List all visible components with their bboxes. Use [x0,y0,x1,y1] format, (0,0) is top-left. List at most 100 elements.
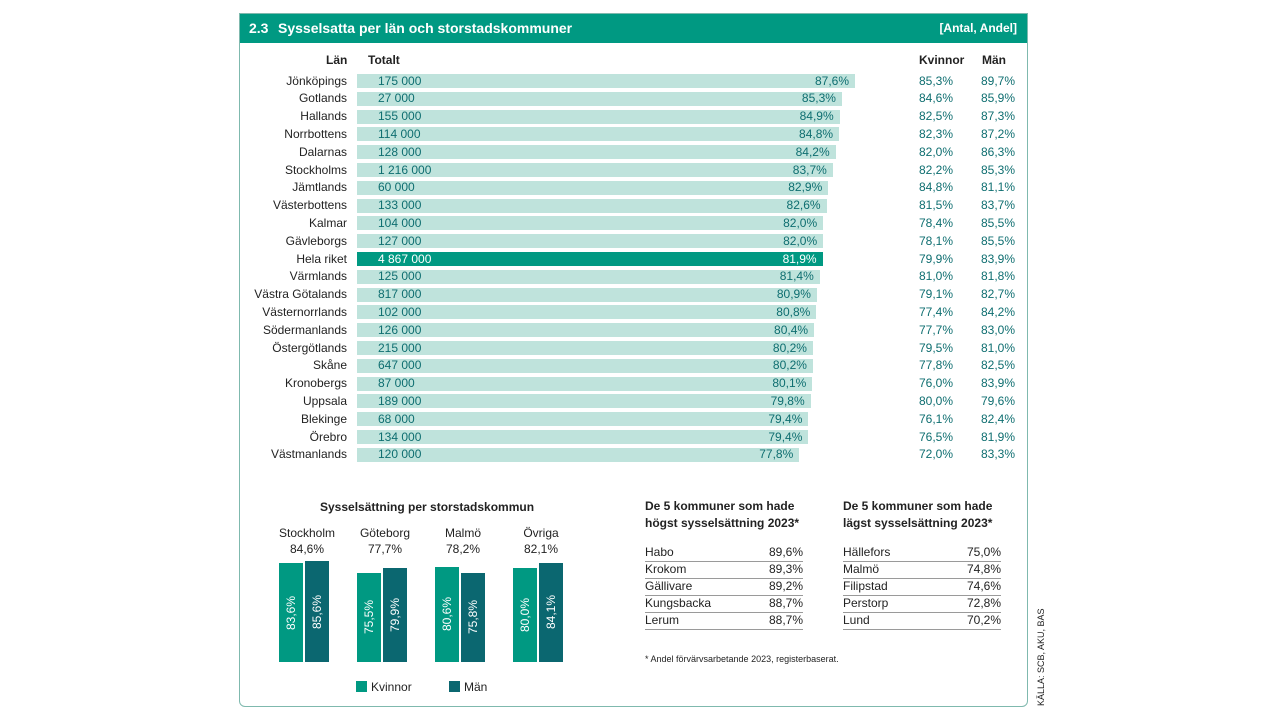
lan-bar-total: 215 000 [378,340,422,355]
city-bar-value-text: 75,5% [362,600,376,635]
lan-label: Skåne [312,358,347,373]
table-row-value: 89,2% [768,579,803,593]
table-row: Gällivare 89,2% [645,578,803,596]
city-bar-value-label: 85,6% [305,561,329,662]
lan-bar-pct-label: 79,8% [770,393,805,408]
lan-bar-total: 87 000 [378,376,415,391]
lan-bar-total: 4 867 000 [378,251,432,266]
lan-bar-pct-label: 80,1% [772,376,807,391]
lan-man-value: 83,9% [981,376,1016,391]
lan-label: Norrbottens [284,126,347,141]
table-row: Malmö 74,8% [843,561,1001,579]
lan-label: Hela riket [296,251,347,266]
table-row-value: 70,2% [966,613,1001,627]
table-row-name: Habo [645,545,674,559]
footnote: * Andel förvärvsarbetande 2023, register… [645,654,839,664]
lan-man-value: 82,5% [981,358,1016,373]
city-bar-value-label: 79,9% [383,568,407,662]
lan-label: Kalmar [308,215,347,230]
lan-man-value: 79,6% [981,393,1016,408]
lan-man-value: 85,3% [981,162,1016,177]
lan-bar-pct-label: 83,7% [792,162,827,177]
lan-label: Jönköpings [286,73,347,88]
lan-label: Gävleborgs [285,233,347,248]
lan-man-value: 89,7% [981,73,1016,88]
lan-bar-total: 127 000 [378,233,422,248]
city-bar-kvinnor: 75,5% [357,572,381,662]
legend-label-man: Män [464,680,488,694]
lan-kvinnor-value: 78,1% [919,233,954,248]
lan-man-value: 83,0% [981,322,1016,337]
lan-bar-pct-label: 82,0% [783,233,818,248]
lan-bar-total: 134 000 [378,429,422,444]
lan-bar [357,341,813,355]
table-row-value: 75,0% [966,545,1001,559]
lan-kvinnor-value: 78,4% [919,215,954,230]
city-bar-kvinnor: 83,6% [279,563,303,662]
table-row-value: 89,3% [768,562,803,576]
lan-bar [357,394,811,409]
lan-label: Jämtlands [292,180,347,195]
lan-label: Värmlands [289,269,347,284]
lan-bar [357,323,815,338]
lan-man-value: 82,4% [981,411,1016,426]
lan-bar [357,376,813,391]
lan-man-value: 81,8% [981,269,1016,284]
city-bar-value-text: 79,9% [388,597,402,632]
lan-bar [357,163,833,177]
city-bar-kvinnor: 80,0% [513,567,537,662]
lan-label: Södermanlands [262,322,347,337]
col-head-lan: Län [326,53,348,67]
lan-label: Blekinge [300,411,347,426]
lan-kvinnor-value: 84,6% [919,91,954,106]
lan-kvinnor-value: 79,1% [919,287,954,302]
lan-bar-total: 189 000 [378,393,422,408]
lan-man-value: 85,9% [981,91,1016,106]
lan-bar [357,305,817,320]
table-row: Hällefors 75,0% [843,544,1001,562]
lan-man-value: 83,9% [981,251,1016,266]
source-note: KÄLLA: SCB, AKU, BAS [1036,608,1046,706]
lan-kvinnor-value: 77,8% [919,358,954,373]
lan-bar-pct-label: 81,4% [779,269,814,284]
lan-bar-pct-label: 87,6% [814,73,849,88]
city-bar-value-label: 75,8% [461,573,485,662]
lan-kvinnor-value: 76,1% [919,411,954,426]
table-row-name: Filipstad [843,579,888,593]
city-name-label: Malmö [444,526,481,540]
lan-bar-pct-label: 77,8% [759,447,794,462]
lan-bar [357,216,824,231]
lan-man-value: 85,5% [981,215,1016,230]
city-bar-kvinnor: 80,6% [435,566,459,662]
col-head-totalt: Totalt [368,53,400,67]
city-bar-value-label: 80,6% [435,567,459,662]
lan-man-value: 86,3% [981,144,1016,159]
lan-bar-total: 120 000 [378,447,422,462]
table-row: Lund 70,2% [843,612,1001,630]
table-row: Krokom 89,3% [645,561,803,579]
table-row: Habo 89,6% [645,544,803,562]
lan-bar-pct-label: 81,9% [782,251,817,266]
lan-label: Östergötlands [272,340,347,355]
lan-bar-total: 60 000 [378,180,415,195]
lan-bar [357,234,824,249]
lan-bar-total: 126 000 [378,322,422,337]
lan-man-value: 81,0% [981,340,1016,355]
lan-man-value: 87,2% [981,126,1016,141]
figure-number: 2.3 [249,20,269,36]
lan-bar-pct-label: 79,4% [768,411,803,426]
city-bar-value-text: 75,8% [466,600,480,635]
city-total-label: 82,1% [523,542,559,556]
lan-bar-total: 155 000 [378,109,422,124]
city-bar-value-text: 85,6% [310,594,324,629]
table-row: Filipstad 74,6% [843,578,1001,596]
lan-bar [357,447,800,462]
table-row-value: 72,8% [966,596,1001,610]
lan-bar-pct-label: 84,2% [795,144,830,159]
lan-kvinnor-value: 76,0% [919,376,954,391]
table-row-name: Lerum [645,613,680,627]
figure-title: Sysselsatta per län och storstadskommune… [278,20,573,36]
table-row-value: 89,6% [768,545,803,559]
lan-bar [357,358,813,373]
high-table-title-2: högst sysselsättning 2023* [645,516,800,530]
